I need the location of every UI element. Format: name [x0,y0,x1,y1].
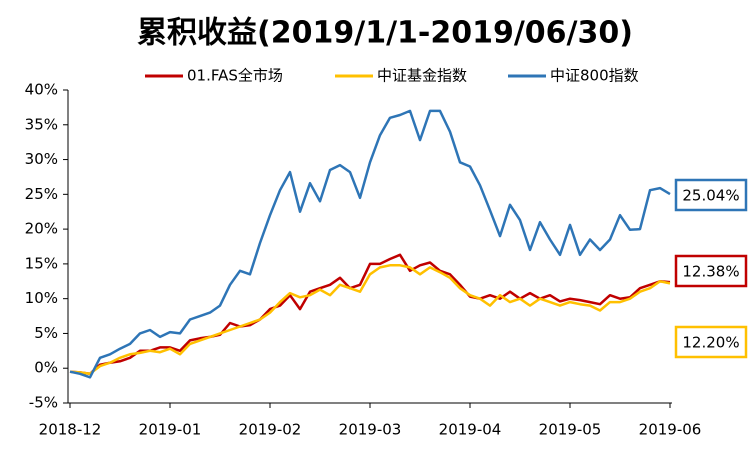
y-tick-label: 0% [34,359,58,377]
y-tick-label: 20% [25,220,58,238]
y-tick-label: 40% [25,81,58,99]
value-label: 12.20% [682,334,739,352]
y-tick-label: 15% [25,254,58,272]
y-tick-label: 10% [25,289,58,307]
y-tick-label: -5% [29,394,58,412]
value-label-box [674,325,748,359]
x-tick-label: 2019-03 [339,421,402,439]
value-label-box [674,254,748,288]
chart-title: 累积收益(2019/1/1-2019/06/30) [137,16,633,51]
legend-label: 中证800指数 [550,67,639,85]
x-tick-label: 2019-05 [539,421,602,439]
value-label: 12.38% [682,263,739,281]
series-line [69,109,671,379]
x-tick-label: 2019-02 [239,421,302,439]
value-label-box [674,178,748,212]
y-tick-label: 35% [25,115,58,133]
legend-label: 01.FAS全市场 [187,67,283,85]
x-tick-label: 2019-04 [439,421,502,439]
series-line [69,264,671,376]
x-tick-label: 2019-01 [139,421,202,439]
x-tick-label: 2019-06 [639,421,702,439]
y-tick-label: 30% [25,150,58,168]
legend-label: 中证基金指数 [377,67,467,85]
series-line [69,253,671,376]
x-tick-label: 2018-12 [39,421,102,439]
value-label: 25.04% [682,187,739,205]
y-tick-label: 5% [34,324,58,342]
y-tick-label: 25% [25,185,58,203]
